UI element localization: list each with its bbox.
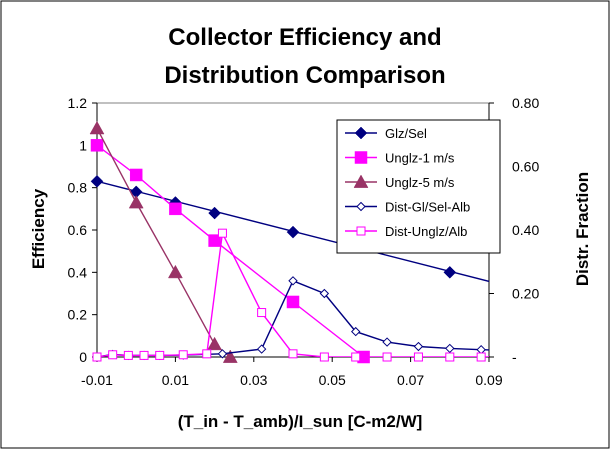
y2-axis-label: Distr. Fraction	[573, 172, 592, 286]
x-tick-label: 0.05	[319, 372, 346, 388]
series-dist-unglz-alb	[92, 228, 489, 362]
data-point	[92, 352, 102, 362]
data-point	[178, 350, 188, 360]
data-point	[155, 350, 165, 360]
y2-tick-label: 0.20	[512, 286, 539, 302]
data-point	[413, 352, 423, 362]
y2-tick-label: 0.60	[512, 159, 539, 175]
legend-marker	[353, 174, 369, 188]
data-point	[89, 120, 105, 135]
data-point	[123, 350, 133, 360]
data-point	[288, 349, 298, 359]
x-tick-label: 0.03	[240, 372, 267, 388]
data-point	[351, 352, 361, 362]
y-tick-label: 1.2	[68, 95, 88, 111]
y-tick-label: 0	[79, 349, 87, 365]
data-point	[445, 352, 455, 362]
data-point	[286, 225, 300, 239]
data-point	[90, 174, 104, 188]
legend-label: Unglz-5 m/s	[385, 175, 455, 190]
y-tick-label: 0.6	[68, 222, 88, 238]
axes: 0 0.2 0.4 0.6 0.8 1 1.2 - 0.20 0.40 0.60 0.80 -0.01 0…	[68, 95, 540, 388]
data-point	[108, 350, 118, 360]
legend: Glz/Sel Unglz-1 m/s Unglz-5 m/s Dist-Gl/Sel…	[336, 119, 501, 254]
x-tick-label: 0.07	[397, 372, 424, 388]
data-point	[128, 194, 144, 209]
data-point	[208, 206, 221, 220]
data-point	[351, 326, 361, 337]
y-axis-label: Efficiency	[29, 188, 48, 269]
legend-label: Dist-Unglz/Alb	[385, 224, 467, 239]
legend-marker	[356, 201, 366, 212]
legend-label: Glz/Sel	[385, 126, 427, 141]
data-point	[286, 295, 300, 309]
data-point	[319, 288, 330, 299]
series-container	[89, 120, 489, 364]
data-point	[257, 308, 267, 318]
x-tick-label: 0.09	[475, 372, 502, 388]
chart-title-line2: Distribution Comparison	[164, 62, 445, 89]
y2-tick-label: 0.80	[512, 95, 539, 111]
data-point	[382, 337, 392, 347]
data-point	[445, 343, 455, 354]
data-point	[129, 168, 143, 182]
x-tick-label: -0.01	[81, 372, 113, 388]
y-tick-label: 0.2	[68, 307, 88, 323]
data-point	[288, 276, 298, 286]
data-point	[208, 234, 221, 247]
y-tick-label: 0.8	[68, 180, 88, 196]
data-point	[217, 349, 228, 359]
data-point	[139, 350, 149, 360]
chart-title-line1: Collector Efficiency and	[168, 24, 441, 51]
legend-marker	[354, 151, 368, 164]
y-tick-label: 0.4	[68, 264, 88, 280]
data-point	[202, 349, 212, 359]
y2-tick-label: -	[512, 349, 517, 365]
legend-marker	[356, 226, 366, 236]
series-line	[97, 144, 365, 357]
data-point	[222, 349, 238, 363]
y-tick-label: 1	[79, 137, 87, 153]
data-point	[256, 344, 267, 354]
data-point	[443, 265, 457, 279]
y2-tick-label: 0.40	[512, 222, 539, 238]
data-point	[319, 352, 329, 362]
legend-label: Dist-Gl/Sel-Alb	[385, 200, 470, 215]
series-unglz-5-m-s	[89, 120, 238, 363]
x-axis-label: (T_in - T_amb)/I_sun [C-m2/W]	[178, 412, 423, 431]
data-point	[217, 228, 227, 238]
data-point	[207, 336, 223, 351]
legend-marker	[354, 126, 368, 140]
series-line	[97, 180, 489, 283]
data-point	[169, 202, 182, 216]
data-point	[382, 352, 392, 362]
data-point	[90, 139, 104, 152]
data-point	[167, 264, 183, 279]
data-point	[476, 352, 486, 362]
x-tick-label: 0.01	[162, 372, 189, 388]
legend-label: Unglz-1 m/s	[385, 151, 455, 166]
series-unglz-1-m-s	[90, 139, 370, 364]
data-point	[413, 341, 424, 352]
